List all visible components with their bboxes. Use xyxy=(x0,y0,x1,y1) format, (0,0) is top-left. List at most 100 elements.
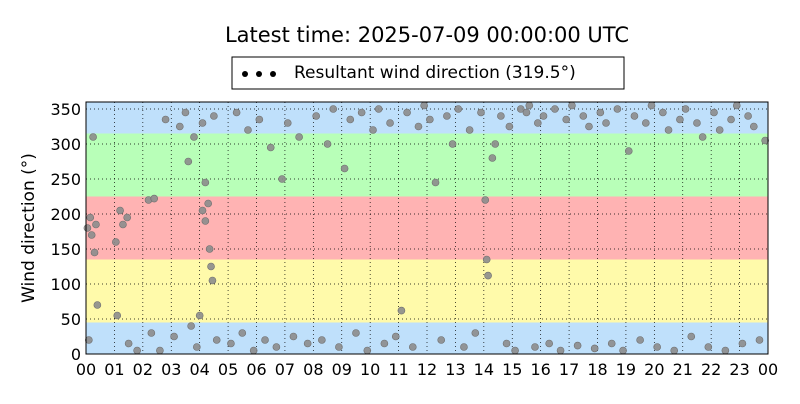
data-point xyxy=(488,154,497,162)
data-point xyxy=(732,101,741,110)
data-point xyxy=(283,119,292,127)
data-point xyxy=(201,217,210,225)
data-point xyxy=(119,220,127,229)
data-point xyxy=(323,140,332,148)
data-point xyxy=(124,339,133,348)
x-tick-label: 17 xyxy=(559,360,579,379)
data-point xyxy=(112,238,120,246)
data-point xyxy=(687,332,696,341)
data-point xyxy=(195,311,204,320)
data-point xyxy=(525,101,534,110)
data-point xyxy=(89,133,97,141)
data-point xyxy=(187,322,195,330)
data-point xyxy=(551,105,559,113)
data-point xyxy=(83,224,92,232)
x-tick-label: 20 xyxy=(644,360,664,379)
x-tick-label: 12 xyxy=(417,360,437,379)
data-point xyxy=(607,339,616,348)
data-point xyxy=(357,108,366,117)
x-tick-label: 16 xyxy=(530,360,550,379)
data-point xyxy=(278,175,286,183)
data-point xyxy=(87,231,96,239)
data-point xyxy=(502,339,511,348)
data-point xyxy=(630,112,639,120)
data-point xyxy=(420,101,428,110)
data-point xyxy=(133,346,141,355)
data-point xyxy=(90,248,99,257)
data-point xyxy=(481,196,490,204)
y-tick-label: 0 xyxy=(71,345,81,364)
data-point xyxy=(602,119,610,127)
data-point xyxy=(460,343,468,351)
data-point xyxy=(190,133,198,141)
data-point xyxy=(681,105,690,113)
data-point xyxy=(431,178,440,187)
data-point xyxy=(374,105,383,113)
x-tick-label: 08 xyxy=(303,360,323,379)
y-axis-label: Wind direction (°) xyxy=(19,153,39,303)
y-tick-label: 150 xyxy=(50,240,81,259)
data-point xyxy=(181,108,190,117)
data-point xyxy=(92,220,100,229)
data-point xyxy=(531,343,539,351)
data-point xyxy=(715,126,724,134)
data-point xyxy=(335,343,343,351)
x-tick-label: 03 xyxy=(161,360,181,379)
data-point xyxy=(534,119,542,127)
data-point xyxy=(210,112,218,120)
data-point xyxy=(303,339,312,348)
data-point xyxy=(272,343,281,351)
data-point xyxy=(556,346,565,355)
data-point xyxy=(198,119,207,127)
legend-box xyxy=(231,56,625,90)
data-point xyxy=(585,122,593,131)
data-point xyxy=(448,140,457,148)
data-point xyxy=(184,157,193,166)
data-point xyxy=(613,105,622,113)
data-point xyxy=(329,105,338,113)
x-tick-label: 09 xyxy=(332,360,352,379)
data-point xyxy=(653,343,661,351)
data-point xyxy=(352,329,360,337)
data-point xyxy=(397,306,406,315)
x-tick-label: 18 xyxy=(587,360,607,379)
data-point xyxy=(562,115,571,124)
data-point xyxy=(201,178,210,187)
x-tick-label: 10 xyxy=(360,360,380,379)
x-tick-label: 14 xyxy=(474,360,494,379)
data-point xyxy=(505,122,514,131)
data-point xyxy=(659,108,667,117)
x-tick-label: 11 xyxy=(388,360,408,379)
data-point xyxy=(238,329,247,337)
data-point xyxy=(198,206,207,215)
data-point xyxy=(85,336,93,344)
data-point xyxy=(491,140,500,148)
y-tick-label: 300 xyxy=(50,135,81,154)
y-tick-label: 350 xyxy=(50,100,81,119)
data-point xyxy=(161,115,170,124)
data-point xyxy=(738,339,747,348)
x-tick-label: 21 xyxy=(673,360,693,379)
data-point xyxy=(704,343,713,351)
data-point xyxy=(465,126,474,134)
x-tick-label: 01 xyxy=(104,360,124,379)
data-point xyxy=(721,346,730,355)
data-point xyxy=(175,122,184,131)
data-point xyxy=(170,332,178,341)
x-tick-label: 02 xyxy=(133,360,153,379)
data-point xyxy=(744,112,752,120)
data-point xyxy=(647,101,656,110)
data-point xyxy=(636,336,644,344)
data-point xyxy=(497,112,505,120)
data-point xyxy=(755,336,764,344)
data-point xyxy=(123,213,132,222)
data-point xyxy=(363,346,372,355)
data-point xyxy=(516,105,525,113)
data-point xyxy=(664,126,673,134)
legend-marker xyxy=(256,71,262,77)
data-point xyxy=(318,336,326,344)
data-point xyxy=(749,122,758,131)
data-point xyxy=(249,346,258,355)
x-tick-label: 15 xyxy=(502,360,522,379)
